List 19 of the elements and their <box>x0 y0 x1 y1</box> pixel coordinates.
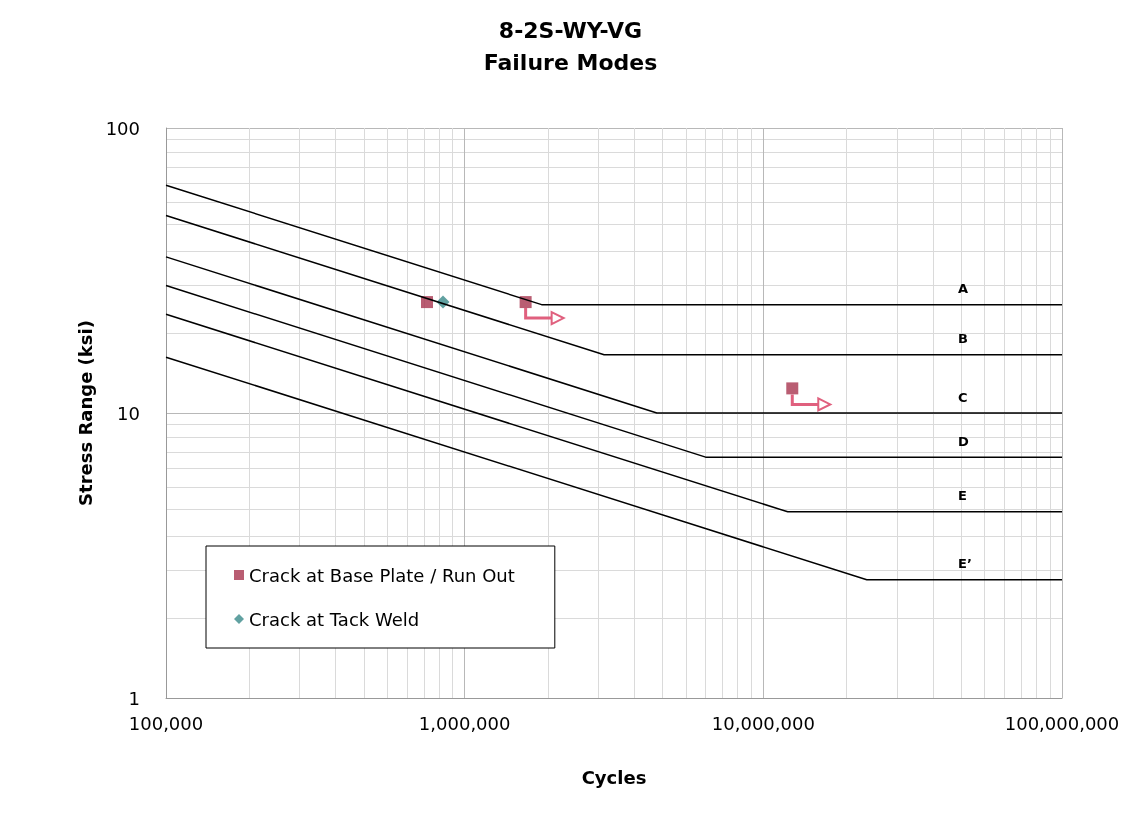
x-tick-label: 1,000,000 <box>418 712 511 734</box>
series-label: B <box>958 331 968 347</box>
chart-title: 8-2S-WY-VG <box>498 17 643 43</box>
legend-label: Crack at Base Plate / Run Out <box>249 564 515 586</box>
y-tick-label: 10 <box>117 402 140 424</box>
x-tick-label: 100,000,000 <box>1004 712 1120 734</box>
x-tick-label: 100,000 <box>128 712 204 734</box>
x-tick-label: 10,000,000 <box>711 712 815 734</box>
y-tick-label: 100 <box>105 117 140 139</box>
y-tick-label: 1 <box>128 687 140 709</box>
series-label: E’ <box>958 556 972 572</box>
legend-label: Crack at Tack Weld <box>249 608 420 630</box>
chart-subtitle: Failure Modes <box>483 49 658 75</box>
series-label: A <box>958 281 969 297</box>
y-axis-title: Stress Range (ksi) <box>75 320 97 506</box>
x-axis-title: Cycles <box>581 766 647 788</box>
series-label: C <box>958 389 968 405</box>
series-label: E <box>958 488 967 504</box>
series-label: D <box>958 433 969 449</box>
